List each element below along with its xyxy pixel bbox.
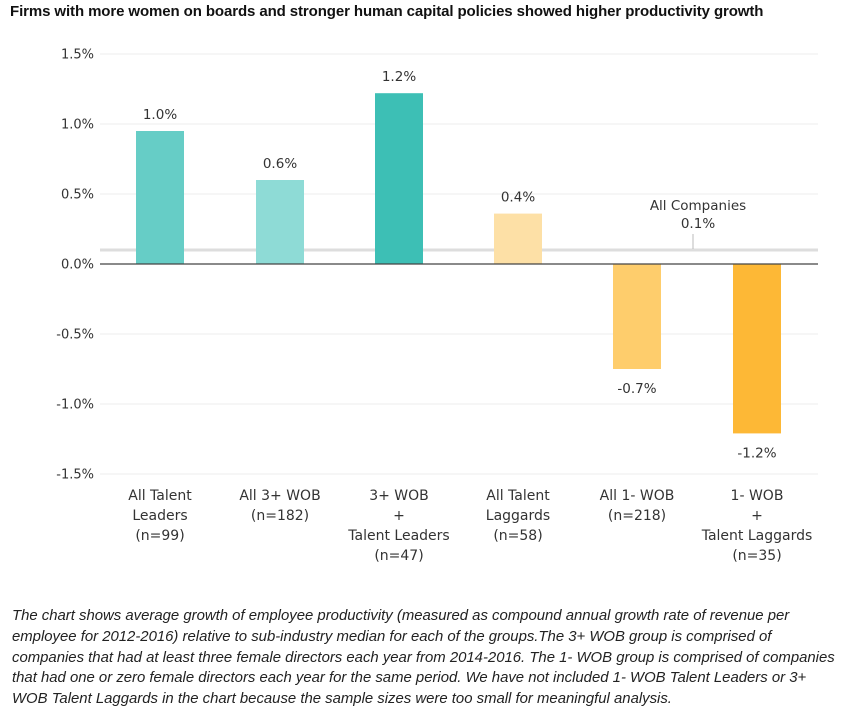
- gridlines: [100, 53, 818, 475]
- reference-line-group: [100, 234, 818, 252]
- x-tick-label: 3+ WOB + Talent Leaders (n=47): [347, 488, 449, 564]
- y-tick-label: 0.5%: [61, 188, 94, 203]
- data-label: 0.6%: [263, 156, 297, 172]
- reference-line-label: All Companies: [650, 198, 746, 214]
- axes: 1.5% 1.0% 0.5% 0.0% -0.5% -1.0% -1.5%: [56, 48, 818, 483]
- chart-footnote: The chart shows average growth of employ…: [12, 608, 835, 708]
- y-tick-label: 0.0%: [61, 258, 94, 273]
- y-tick-label: -1.5%: [56, 468, 94, 483]
- y-tick-label: 1.5%: [61, 48, 94, 63]
- x-tick-label: All 1- WOB (n=218): [600, 488, 675, 524]
- x-tick-label: 1- WOB + Talent Laggards (n=35): [701, 488, 813, 564]
- bar: [256, 180, 304, 264]
- reference-line-value: 0.1%: [681, 216, 715, 232]
- bars: [136, 93, 781, 434]
- y-tick-label: -1.0%: [56, 398, 94, 413]
- bar: [494, 213, 542, 264]
- x-tick-label: All 3+ WOB (n=182): [239, 488, 320, 524]
- data-label: -0.7%: [617, 381, 656, 397]
- y-tick-label: -0.5%: [56, 328, 94, 343]
- labels: All Companies 0.1% 1.0% 0.6% 1.2% 0.4% -0.7% -1…: [128, 69, 812, 564]
- bar: [613, 264, 661, 369]
- chart-title: Firms with more women on boards and stro…: [10, 3, 764, 20]
- bar: [136, 131, 184, 264]
- bar-chart: 1.5% 1.0% 0.5% 0.0% -0.5% -1.0% -1.5% All Comp…: [56, 48, 818, 564]
- bar: [375, 93, 423, 264]
- bar: [733, 264, 781, 434]
- y-tick-label: 1.0%: [61, 118, 94, 133]
- data-label: -1.2%: [737, 445, 776, 461]
- x-tick-label: All Talent Leaders (n=99): [128, 488, 192, 544]
- data-label: 1.0%: [143, 107, 177, 123]
- data-label: 0.4%: [501, 190, 535, 206]
- data-label: 1.2%: [382, 69, 416, 85]
- x-tick-label: All Talent Laggards (n=58): [486, 488, 550, 544]
